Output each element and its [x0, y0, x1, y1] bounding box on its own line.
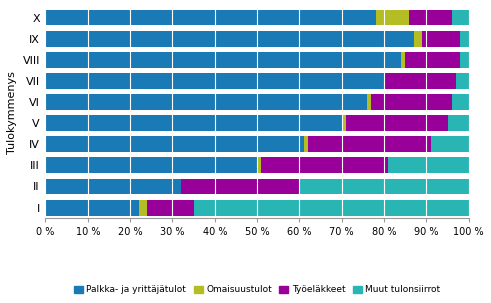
Bar	[46, 178, 181, 195]
Bar	[388, 158, 469, 173]
Bar	[371, 94, 452, 110]
Bar	[422, 31, 460, 47]
Bar	[46, 52, 401, 68]
Bar	[46, 136, 303, 152]
Bar	[414, 31, 422, 47]
Bar	[46, 94, 367, 110]
Bar	[46, 158, 257, 173]
Bar	[308, 136, 431, 152]
Bar	[300, 178, 469, 195]
Y-axis label: Tulokymmenys: Tulokymmenys	[7, 71, 17, 154]
Bar	[193, 200, 469, 215]
Bar	[376, 10, 409, 25]
Bar	[46, 73, 384, 89]
Bar	[460, 31, 469, 47]
Bar	[405, 52, 460, 68]
Bar	[46, 31, 414, 47]
Bar	[460, 52, 469, 68]
Bar	[367, 94, 371, 110]
Legend: Palkka- ja yrittäjätulot, Omaisuustulot, Työeläkkeet, Muut tulonsiirrot: Palkka- ja yrittäjätulot, Omaisuustulot,…	[70, 282, 444, 298]
Bar	[452, 94, 469, 110]
Bar	[384, 73, 456, 89]
Bar	[46, 10, 376, 25]
Bar	[456, 73, 469, 89]
Bar	[448, 115, 469, 131]
Bar	[257, 158, 261, 173]
Bar	[409, 10, 452, 25]
Bar	[261, 158, 388, 173]
Bar	[342, 115, 346, 131]
Bar	[303, 136, 308, 152]
Bar	[46, 115, 342, 131]
Bar	[401, 52, 405, 68]
Bar	[147, 200, 193, 215]
Bar	[431, 136, 469, 152]
Bar	[138, 200, 147, 215]
Bar	[46, 200, 138, 215]
Bar	[181, 178, 300, 195]
Bar	[452, 10, 469, 25]
Bar	[346, 115, 448, 131]
